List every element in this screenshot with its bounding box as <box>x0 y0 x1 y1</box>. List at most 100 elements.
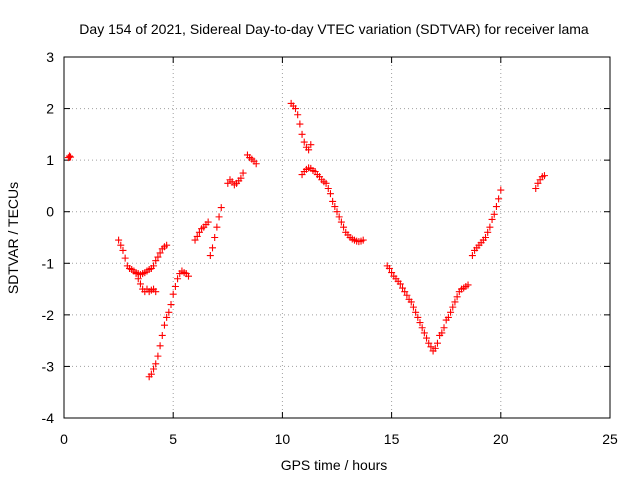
data-point <box>294 111 302 119</box>
data-point <box>444 313 452 321</box>
data-point <box>534 179 542 187</box>
data-point <box>329 197 337 205</box>
data-point <box>438 329 446 337</box>
x-tick-label: 5 <box>169 431 177 447</box>
data-point <box>447 308 455 316</box>
data-point <box>171 282 179 290</box>
y-tick-label: 3 <box>46 49 54 65</box>
data-point <box>169 290 177 298</box>
points-layer <box>64 99 548 381</box>
data-point <box>154 352 162 360</box>
data-point <box>488 215 496 223</box>
data-point <box>167 301 175 309</box>
data-point <box>136 280 144 288</box>
data-point <box>409 303 417 311</box>
data-point <box>414 313 422 321</box>
data-point <box>211 234 219 241</box>
data-point <box>532 185 540 193</box>
data-point <box>150 365 158 373</box>
data-point <box>121 254 129 262</box>
data-point <box>396 280 404 288</box>
y-tick-label: 1 <box>46 152 54 168</box>
data-point <box>174 275 182 283</box>
data-point <box>217 204 225 212</box>
data-point <box>292 105 300 113</box>
data-point <box>407 298 415 306</box>
data-point <box>399 284 407 292</box>
data-point <box>132 270 140 278</box>
y-tick-label: -1 <box>42 255 55 271</box>
data-point <box>418 324 426 332</box>
data-point <box>486 223 494 231</box>
x-axis-title: GPS time / hours <box>281 457 388 473</box>
data-point <box>440 324 448 332</box>
data-point <box>215 213 223 221</box>
data-point <box>359 236 367 244</box>
data-point <box>497 186 505 194</box>
data-point <box>119 246 127 254</box>
data-point <box>423 334 431 342</box>
data-point <box>298 130 306 138</box>
data-point <box>209 244 217 252</box>
data-point <box>147 370 155 378</box>
chart-title: Day 154 of 2021, Sidereal Day-to-day VTE… <box>79 21 589 37</box>
data-point <box>300 138 308 146</box>
data-point <box>388 269 396 277</box>
data-point <box>204 218 212 226</box>
data-point <box>134 275 142 283</box>
data-point <box>307 141 315 149</box>
data-point <box>482 234 490 241</box>
x-tick-label: 15 <box>384 431 400 447</box>
data-point <box>403 291 411 299</box>
data-point <box>335 213 343 221</box>
data-point <box>412 308 420 316</box>
data-point <box>213 223 221 231</box>
data-point <box>156 342 164 350</box>
data-point <box>331 203 339 211</box>
data-point <box>431 344 439 352</box>
data-point <box>206 252 214 260</box>
data-point <box>67 153 75 161</box>
data-point <box>449 303 457 311</box>
data-point <box>337 218 345 226</box>
data-point <box>158 331 166 339</box>
data-point <box>453 293 461 301</box>
data-point <box>495 195 503 203</box>
data-point <box>152 257 160 265</box>
data-point <box>484 228 492 236</box>
data-point <box>490 210 498 218</box>
data-point <box>165 308 173 316</box>
data-point <box>425 339 433 347</box>
data-point <box>252 160 260 168</box>
data-point <box>150 262 158 270</box>
data-point <box>340 223 348 231</box>
x-tick-label: 20 <box>493 431 509 447</box>
data-point <box>433 339 441 347</box>
data-point <box>163 241 171 249</box>
data-point <box>420 329 428 337</box>
data-point <box>401 288 409 296</box>
data-point <box>451 298 459 306</box>
data-point <box>464 281 472 289</box>
data-point <box>184 272 192 280</box>
data-point <box>237 174 245 182</box>
data-point <box>115 236 123 244</box>
x-tick-label: 0 <box>60 431 68 447</box>
data-point <box>427 343 435 351</box>
data-point <box>193 232 201 240</box>
y-tick-label: 0 <box>46 204 54 220</box>
data-point <box>385 264 393 272</box>
data-point <box>468 252 476 260</box>
data-point <box>160 321 168 329</box>
x-tick-label: 25 <box>602 431 618 447</box>
data-point <box>117 241 125 249</box>
data-point <box>416 319 424 327</box>
data-point <box>163 313 171 321</box>
plot-frame <box>63 56 611 419</box>
data-point <box>152 288 160 296</box>
data-point <box>191 236 199 244</box>
grid-layer <box>64 57 610 418</box>
data-point <box>326 190 334 198</box>
data-point <box>540 172 548 180</box>
